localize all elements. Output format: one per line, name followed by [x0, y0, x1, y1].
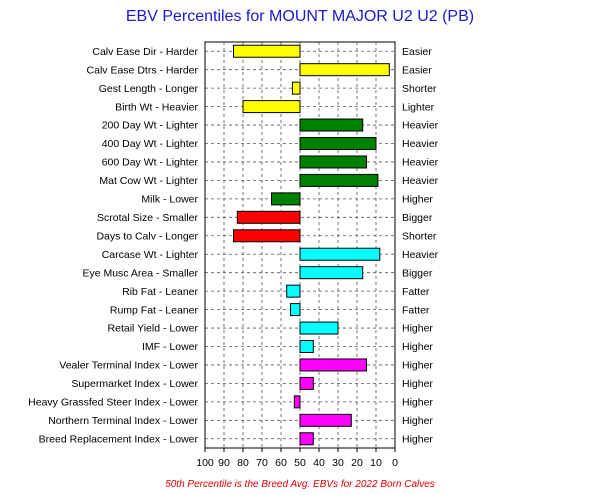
chart-title: EBV Percentiles for MOUNT MAJOR U2 U2 (P…: [126, 8, 474, 25]
bar: [233, 229, 301, 243]
trait-label: Heavy Grassfed Steer Index - Lower: [28, 397, 198, 409]
direction-label: Bigger: [402, 212, 433, 224]
direction-label: Easier: [402, 46, 432, 58]
direction-label: Fatter: [402, 304, 430, 316]
bars-layer: [233, 44, 390, 446]
trait-label: Mat Cow Wt - Lighter: [99, 175, 198, 187]
direction-label: Higher: [402, 415, 433, 427]
trait-label: Days to Calv - Longer: [96, 230, 198, 242]
trait-label: 600 Day Wt - Lighter: [102, 157, 199, 169]
trait-label: Milk - Lower: [141, 194, 198, 206]
trait-label: Rib Fat - Leaner: [122, 286, 198, 298]
direction-label: Lighter: [402, 101, 435, 113]
tick-label: 0: [392, 457, 398, 469]
tick-label: 20: [351, 457, 363, 469]
trait-label: Breed Replacement Index - Lower: [39, 433, 199, 445]
trait-label: IMF - Lower: [142, 341, 199, 353]
direction-label: Heavier: [402, 249, 439, 261]
bar: [291, 81, 301, 95]
bar: [286, 284, 301, 298]
direction-label: Higher: [402, 433, 433, 445]
direction-label: Higher: [402, 360, 433, 372]
bar: [233, 44, 301, 58]
direction-label: Shorter: [402, 83, 437, 95]
direction-label: Higher: [402, 378, 433, 390]
labels-layer: Calv Ease Dir - Harder Easier Calv Ease Dt…: [28, 46, 439, 446]
direction-label: Bigger: [402, 267, 433, 279]
bar: [299, 118, 364, 132]
bar: [299, 266, 364, 280]
trait-label: Calv Ease Dir - Harder: [92, 46, 198, 58]
tick-label: 90: [218, 457, 230, 469]
bar: [299, 321, 339, 335]
bar: [299, 63, 390, 77]
chart-footnote: 50th Percentile is the Breed Avg. EBVs f…: [165, 479, 435, 490]
tick-label: 10: [370, 457, 382, 469]
bar: [299, 340, 314, 353]
direction-label: Shorter: [402, 230, 437, 242]
direction-label: Fatter: [402, 286, 430, 298]
trait-label: Eye Musc Area - Smaller: [82, 267, 198, 279]
bar: [299, 358, 367, 372]
direction-label: Heavier: [402, 138, 439, 150]
bar: [299, 137, 377, 150]
bar: [290, 303, 301, 317]
tick-label: 30: [332, 457, 344, 469]
tick-label: 80: [237, 457, 249, 469]
tick-label: 40: [313, 457, 325, 469]
trait-label: 200 Day Wt - Lighter: [102, 120, 199, 132]
direction-label: Higher: [402, 397, 433, 409]
bar: [299, 155, 367, 169]
trait-label: Rump Fat - Leaner: [110, 304, 199, 316]
tick-label: 70: [256, 457, 268, 469]
bar: [299, 247, 381, 261]
trait-label: Gest Length - Longer: [99, 83, 199, 95]
trait-label: Northern Terminal Index - Lower: [48, 415, 198, 427]
bar: [299, 376, 314, 390]
direction-label: Higher: [402, 194, 433, 206]
bar: [299, 173, 379, 187]
trait-label: Retail Yield - Lower: [108, 323, 199, 335]
bar: [271, 192, 301, 206]
bar: [236, 210, 301, 224]
direction-label: Heavier: [402, 175, 439, 187]
bar: [299, 413, 352, 427]
trait-label: Vealer Terminal Index - Lower: [59, 360, 198, 372]
x-axis-ticks: 100 90 80 70 60 50 40 30 20 10 0: [196, 448, 398, 469]
trait-label: Supermarket Index - Lower: [71, 378, 198, 390]
tick-label: 60: [275, 457, 287, 469]
trait-label: Calv Ease Dtrs - Harder: [87, 64, 199, 76]
tick-label: 50: [294, 457, 306, 469]
trait-label: Birth Wt - Heavier: [115, 101, 198, 113]
bar: [299, 432, 314, 446]
trait-label: Carcase Wt - Lighter: [102, 249, 199, 261]
trait-label: 400 Day Wt - Lighter: [102, 138, 199, 150]
tick-label: 100: [196, 457, 214, 469]
direction-label: Higher: [402, 341, 433, 353]
bar: [242, 100, 301, 114]
trait-label: Scrotal Size - Smaller: [97, 212, 198, 224]
direction-label: Easier: [402, 64, 432, 76]
direction-label: Heavier: [402, 157, 439, 169]
bar: [293, 395, 301, 409]
direction-label: Heavier: [402, 120, 439, 132]
direction-label: Higher: [402, 323, 433, 335]
